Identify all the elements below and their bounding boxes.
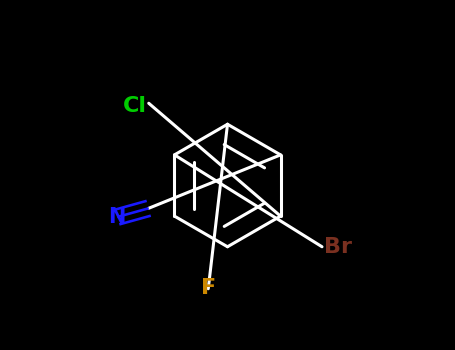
Text: Br: Br [324, 237, 352, 257]
Text: Cl: Cl [123, 96, 147, 116]
Text: N: N [109, 207, 126, 227]
Text: F: F [201, 278, 216, 298]
